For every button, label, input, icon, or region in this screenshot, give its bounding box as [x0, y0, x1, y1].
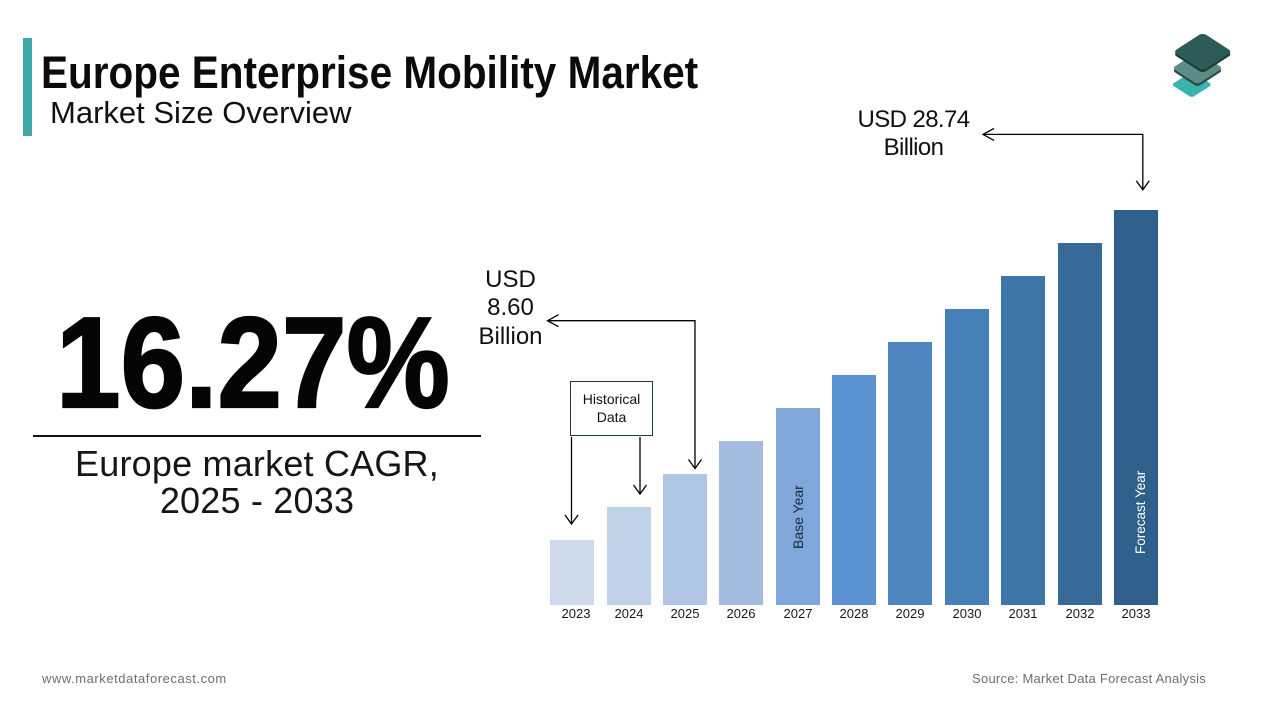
svg-text:Forecast Year: Forecast Year — [1133, 470, 1148, 554]
svg-text:Base Year: Base Year — [790, 485, 806, 549]
